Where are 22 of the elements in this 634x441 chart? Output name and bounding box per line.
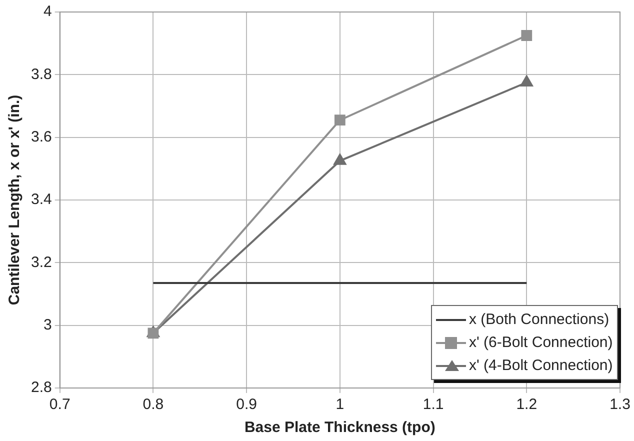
y-tick-label: 3.6 [30,128,52,146]
x-tick-label: 1.3 [610,396,630,414]
x-tick-label: 0.7 [49,396,70,414]
x-tick-label: 1.1 [422,396,444,414]
y-tick-label: 2.8 [30,379,52,396]
x-tick-label: 1.2 [516,396,538,414]
x-axis-title: Base Plate Thickness (tpo) [244,419,436,436]
point [148,328,159,339]
point [521,30,532,41]
x-tick-label: 1 [336,396,344,414]
point [334,114,346,126]
y-tick-label: 3.4 [30,191,52,208]
x-tick-label: 0.8 [142,396,164,414]
y-tick-label: 3.8 [30,66,52,83]
legend-label: x (Both Connections) [469,310,610,330]
legend-label: x' (4-Bolt Connection) [469,356,613,376]
y-tick-label: 3.2 [30,254,52,271]
y-tick-label: 4 [44,3,52,20]
legend-label: x' (6-Bolt Connection) [469,333,613,353]
y-tick-label: 3 [44,316,52,334]
x-tick-label: 0.9 [236,396,257,414]
y-axis-title: Cantilever Length, x or x' (in.) [6,94,24,306]
